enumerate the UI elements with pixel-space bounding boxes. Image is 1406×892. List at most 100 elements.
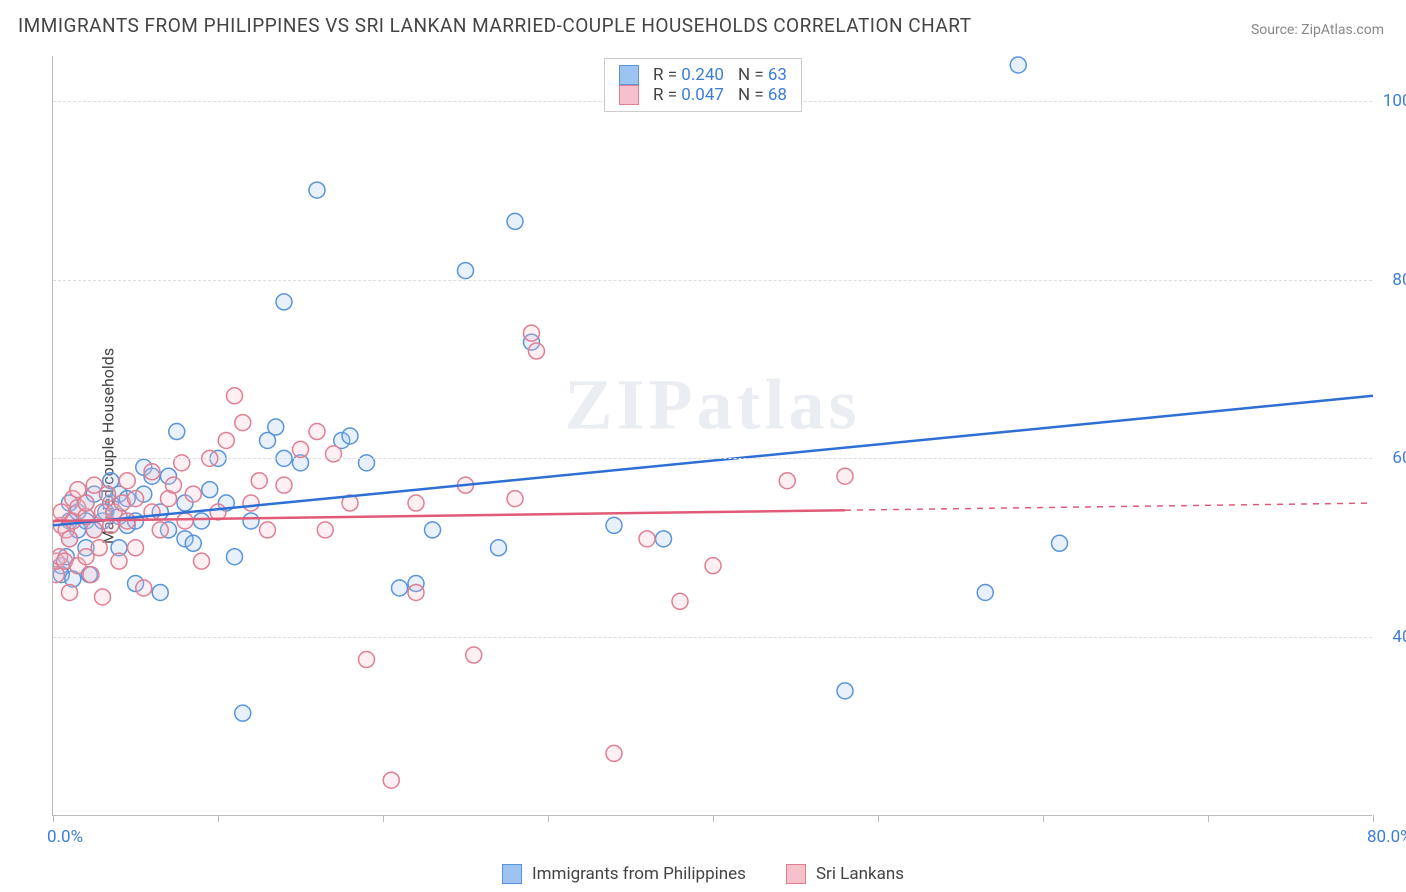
source-attribution: Source: ZipAtlas.com — [1251, 22, 1384, 38]
gridline — [53, 458, 1372, 459]
x-tick — [713, 815, 714, 822]
data-point — [174, 455, 190, 471]
data-point — [243, 495, 259, 511]
legend-label: Immigrants from Philippines — [532, 864, 746, 884]
data-point — [606, 745, 622, 761]
data-point — [326, 446, 342, 462]
data-point — [779, 473, 795, 489]
y-tick-label: 40.0% — [1392, 627, 1406, 647]
data-point — [152, 584, 168, 600]
y-tick-label: 100.0% — [1383, 91, 1406, 111]
data-point — [342, 428, 358, 444]
data-point — [95, 589, 111, 605]
data-point — [639, 531, 655, 547]
data-point — [425, 522, 441, 538]
data-point — [837, 468, 853, 484]
stat-n-value: 68 — [768, 85, 787, 105]
stat-r-label: R = 0.047 — [653, 85, 724, 105]
legend-series: Immigrants from Philippines Sri Lankans — [502, 864, 904, 884]
plot-area: ZIPatlas 40.0%60.0%80.0%100.0%0.0%80.0% — [52, 56, 1372, 816]
data-point — [243, 513, 259, 529]
data-point — [293, 441, 309, 457]
x-tick — [1208, 815, 1209, 822]
data-point — [128, 540, 144, 556]
data-point — [392, 580, 408, 596]
data-point — [169, 424, 185, 440]
data-point — [194, 513, 210, 529]
y-tick-label: 60.0% — [1392, 448, 1406, 468]
data-point — [606, 517, 622, 533]
data-point — [78, 495, 94, 511]
legend-stat-row: R = 0.240 N = 63 — [619, 65, 787, 85]
trend-line — [53, 510, 845, 521]
data-point — [128, 491, 144, 507]
data-point — [309, 182, 325, 198]
data-point — [276, 477, 292, 493]
x-tick-label: 80.0% — [1367, 827, 1406, 847]
stat-n-label: N = 68 — [738, 85, 787, 105]
data-point — [1052, 535, 1068, 551]
data-point — [1010, 57, 1026, 73]
stat-r-label: R = 0.240 — [653, 65, 724, 85]
legend-swatch — [619, 85, 639, 105]
data-point — [837, 683, 853, 699]
x-tick — [53, 815, 54, 822]
trend-line — [53, 396, 1373, 526]
data-point — [119, 473, 135, 489]
data-point — [268, 419, 284, 435]
data-point — [235, 705, 251, 721]
data-point — [86, 522, 102, 538]
legend-swatch — [502, 864, 522, 884]
data-point — [111, 553, 127, 569]
data-point — [656, 531, 672, 547]
data-point — [144, 504, 160, 520]
data-point — [227, 549, 243, 565]
trend-line-extrapolated — [845, 503, 1373, 510]
data-point — [194, 553, 210, 569]
data-point — [62, 531, 78, 547]
data-point — [507, 491, 523, 507]
chart-container: IMMIGRANTS FROM PHILIPPINES VS SRI LANKA… — [0, 0, 1406, 892]
x-tick — [548, 815, 549, 822]
data-point — [977, 584, 993, 600]
legend-stat-row: R = 0.047 N = 68 — [619, 85, 787, 105]
data-point — [466, 647, 482, 663]
data-point — [408, 495, 424, 511]
legend-label: Sri Lankans — [816, 864, 904, 884]
data-point — [185, 535, 201, 551]
data-point — [144, 464, 160, 480]
data-point — [99, 486, 115, 502]
data-point — [672, 593, 688, 609]
data-point — [458, 263, 474, 279]
legend-stats-box: R = 0.240 N = 63 R = 0.047 N = 68 — [604, 58, 802, 112]
data-point — [705, 558, 721, 574]
data-point — [528, 343, 544, 359]
data-point — [359, 455, 375, 471]
data-point — [359, 652, 375, 668]
x-tick — [1373, 815, 1374, 822]
data-point — [317, 522, 333, 538]
data-point — [177, 513, 193, 529]
data-point — [165, 477, 181, 493]
stat-r-value: 0.240 — [681, 65, 724, 85]
data-point — [91, 540, 107, 556]
data-point — [276, 294, 292, 310]
data-point — [251, 473, 267, 489]
stat-n-label: N = 63 — [738, 65, 787, 85]
chart-title: IMMIGRANTS FROM PHILIPPINES VS SRI LANKA… — [18, 14, 972, 37]
data-point — [235, 415, 251, 431]
x-tick — [1043, 815, 1044, 822]
plot-svg — [53, 56, 1373, 816]
x-tick-label: 0.0% — [47, 827, 83, 847]
data-point — [524, 325, 540, 341]
legend-item: Sri Lankans — [786, 864, 904, 884]
y-tick-label: 80.0% — [1392, 270, 1406, 290]
x-tick — [383, 815, 384, 822]
gridline — [53, 637, 1372, 638]
data-point — [491, 540, 507, 556]
data-point — [185, 486, 201, 502]
legend-swatch — [619, 65, 639, 85]
data-point — [62, 584, 78, 600]
legend-swatch — [786, 864, 806, 884]
gridline — [53, 280, 1372, 281]
